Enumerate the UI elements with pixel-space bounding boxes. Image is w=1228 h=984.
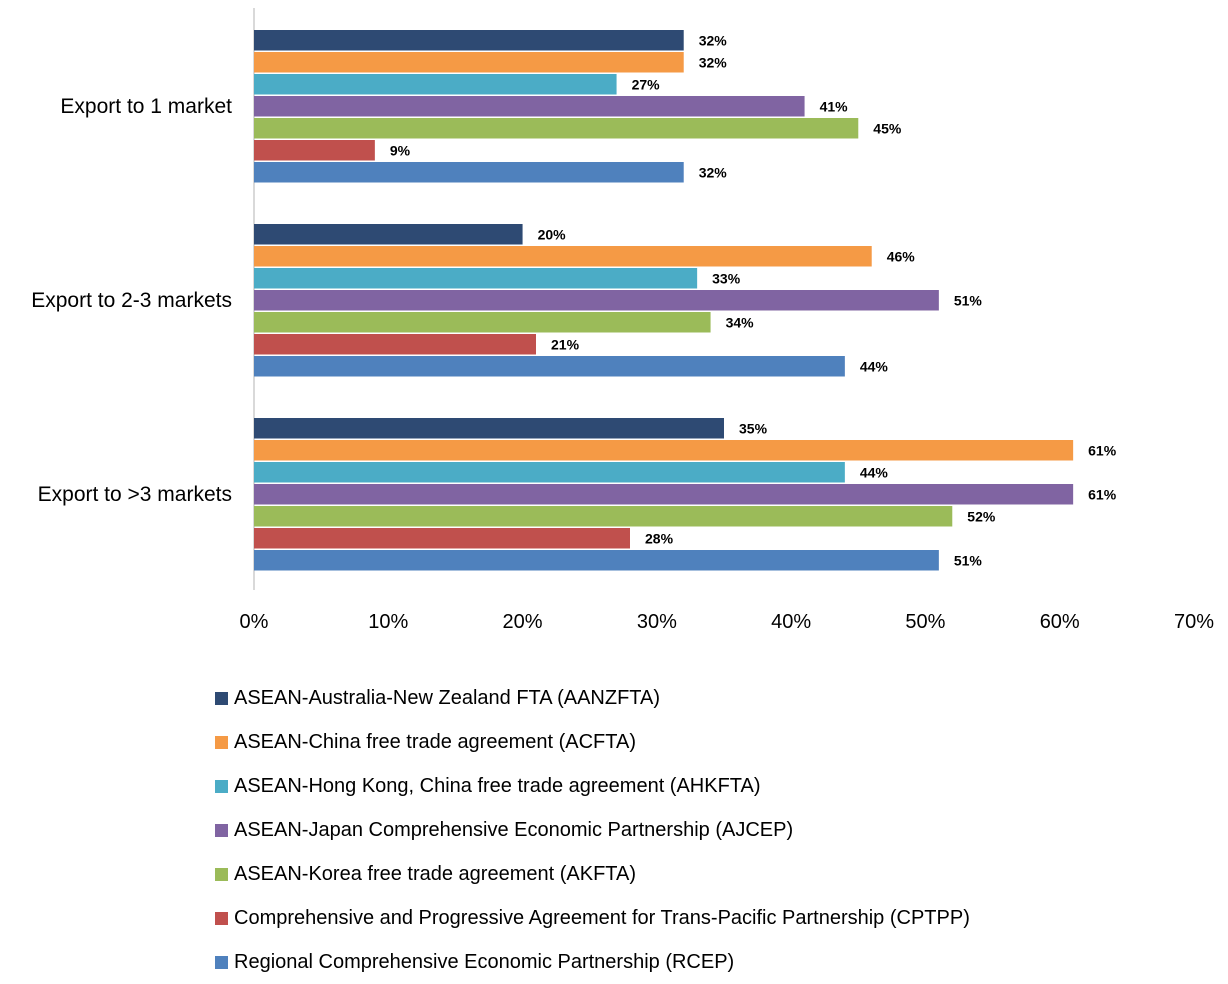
data-label-3-1: 35% [739, 420, 768, 436]
legend-item-2: ASEAN-China free trade agreement (ACFTA) [215, 720, 970, 764]
legend-item-6: Comprehensive and Progressive Agreement … [215, 896, 970, 940]
data-label-1-3: 27% [632, 76, 661, 92]
data-label-1-7: 32% [699, 164, 728, 180]
bar-2-7 [254, 356, 845, 377]
x-tick-label-70: 70% [1174, 611, 1214, 633]
legend-item-3: ASEAN-Hong Kong, China free trade agreem… [215, 764, 970, 808]
data-label-2-2: 46% [887, 248, 916, 264]
bar-1-4 [254, 96, 805, 117]
bar-1-7 [254, 162, 684, 183]
bar-3-3 [254, 462, 845, 483]
data-label-2-3: 33% [712, 270, 741, 286]
x-tick-label-40: 40% [771, 611, 811, 633]
data-label-1-6: 9% [390, 142, 411, 158]
x-tick-label-0: 0% [240, 611, 269, 633]
bar-1-6 [254, 140, 375, 161]
legend-swatch [215, 911, 228, 925]
data-label-2-6: 21% [551, 336, 580, 352]
bar-3-1 [254, 418, 724, 439]
data-label-3-6: 28% [645, 530, 674, 546]
data-label-2-1: 20% [538, 226, 567, 242]
bar-2-2 [254, 246, 872, 267]
data-label-2-5: 34% [726, 314, 755, 330]
bar-2-6 [254, 334, 536, 355]
data-label-3-4: 61% [1088, 486, 1117, 502]
legend-swatch [215, 823, 228, 837]
legend-item-1: ASEAN-Australia-New Zealand FTA (AANZFTA… [215, 676, 970, 720]
bar-chart: 32% 32% 27% 41% 45% 9% 32% Export to 1 market 20… [31, 8, 1214, 633]
bar-1-1 [254, 30, 684, 51]
legend-item-7: Regional Comprehensive Economic Partners… [215, 940, 970, 984]
bar-3-2 [254, 440, 1074, 461]
legend-label: ASEAN-Australia-New Zealand FTA (AANZFTA… [234, 686, 661, 709]
legend-label: ASEAN-Japan Comprehensive Economic Partn… [234, 818, 794, 841]
bar-3-5 [254, 506, 953, 527]
x-tick-label-30: 30% [637, 611, 677, 633]
legend-label: ASEAN-Korea free trade agreement (AKFTA) [234, 862, 637, 885]
data-label-3-5: 52% [967, 508, 996, 524]
bar-2-3 [254, 268, 698, 289]
legend-label: ASEAN-Hong Kong, China free trade agreem… [234, 774, 761, 797]
data-label-1-1: 32% [699, 32, 728, 48]
data-label-1-2: 32% [699, 54, 728, 70]
chart-legend: ASEAN-Australia-New Zealand FTA (AANZFTA… [215, 676, 970, 984]
legend-swatch [215, 867, 228, 881]
data-label-3-2: 61% [1088, 442, 1117, 458]
legend-swatch [215, 779, 228, 793]
legend-item-5: ASEAN-Korea free trade agreement (AKFTA) [215, 852, 970, 896]
data-label-2-7: 44% [860, 358, 889, 374]
legend-label: Regional Comprehensive Economic Partners… [234, 950, 735, 973]
bar-1-5 [254, 118, 859, 139]
legend-item-4: ASEAN-Japan Comprehensive Economic Partn… [215, 808, 970, 852]
legend-swatch [215, 955, 228, 969]
x-tick-label-20: 20% [503, 611, 543, 633]
bar-3-4 [254, 484, 1074, 505]
category-label-1: Export to 1 market [60, 95, 232, 118]
bar-2-5 [254, 312, 711, 333]
x-tick-label-50: 50% [905, 611, 945, 633]
legend-label: Comprehensive and Progressive Agreement … [234, 906, 970, 929]
bar-2-1 [254, 224, 523, 245]
bar-3-7 [254, 550, 939, 571]
data-label-1-5: 45% [873, 120, 902, 136]
legend-label: ASEAN-China free trade agreement (ACFTA) [234, 730, 637, 753]
data-label-1-4: 41% [820, 98, 849, 114]
bar-2-4 [254, 290, 939, 311]
bar-1-3 [254, 74, 617, 95]
x-tick-label-10: 10% [368, 611, 408, 633]
category-label-2: Export to 2-3 markets [31, 289, 232, 312]
bar-1-2 [254, 52, 684, 73]
data-label-3-3: 44% [860, 464, 889, 480]
category-label-3: Export to >3 markets [38, 483, 232, 506]
data-label-3-7: 51% [954, 552, 983, 568]
bar-3-6 [254, 528, 630, 549]
data-label-2-4: 51% [954, 292, 983, 308]
legend-swatch [215, 691, 228, 705]
x-tick-label-60: 60% [1040, 611, 1080, 633]
legend-swatch [215, 735, 228, 749]
